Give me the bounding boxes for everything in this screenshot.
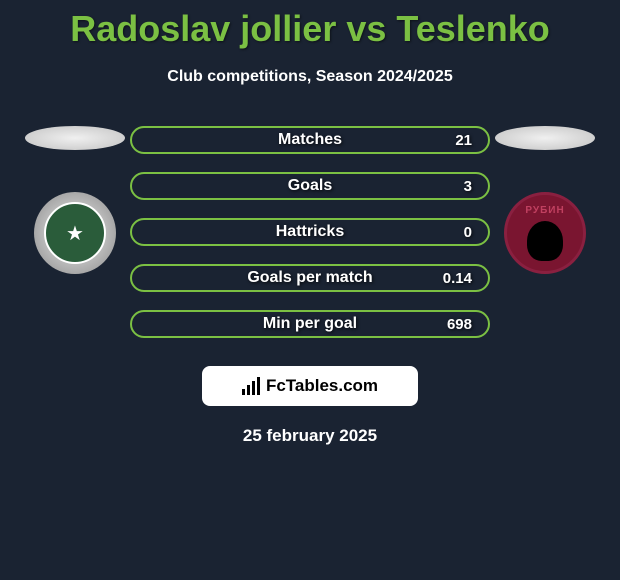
player-placeholder-right (495, 126, 595, 150)
brand-box[interactable]: FcTables.com (202, 366, 418, 406)
stat-value: 0 (464, 224, 472, 241)
date-text: 25 february 2025 (0, 426, 620, 446)
player-placeholder-left (25, 126, 125, 150)
brand-text: FcTables.com (266, 376, 378, 396)
stat-row-goals-per-match: Goals per match 0.14 (130, 264, 490, 292)
stat-value: 3 (464, 178, 472, 195)
page-title: Radoslav jollier vs Teslenko (0, 0, 620, 50)
stat-value: 21 (455, 132, 472, 149)
stat-value: 698 (447, 316, 472, 333)
stat-row-min-per-goal: Min per goal 698 (130, 310, 490, 338)
content-row: Matches 21 Goals 3 Hattricks 0 Goals per… (0, 126, 620, 338)
stat-row-matches: Matches 21 (130, 126, 490, 154)
club-badge-right: РУБИН (504, 192, 586, 274)
badge-text-icon: РУБИН (525, 205, 564, 216)
stat-label: Goals (288, 177, 332, 195)
stat-row-hattricks: Hattricks 0 (130, 218, 490, 246)
right-column: РУБИН (490, 126, 600, 274)
stat-value: 0.14 (443, 270, 472, 287)
stat-label: Goals per match (247, 269, 372, 287)
left-column (20, 126, 130, 274)
bar-chart-icon (242, 377, 260, 395)
stat-label: Min per goal (263, 315, 357, 333)
club-badge-left (34, 192, 116, 274)
stat-row-goals: Goals 3 (130, 172, 490, 200)
subtitle: Club competitions, Season 2024/2025 (0, 68, 620, 86)
stat-label: Hattricks (276, 223, 344, 241)
stat-label: Matches (278, 131, 342, 149)
stats-column: Matches 21 Goals 3 Hattricks 0 Goals per… (130, 126, 490, 338)
